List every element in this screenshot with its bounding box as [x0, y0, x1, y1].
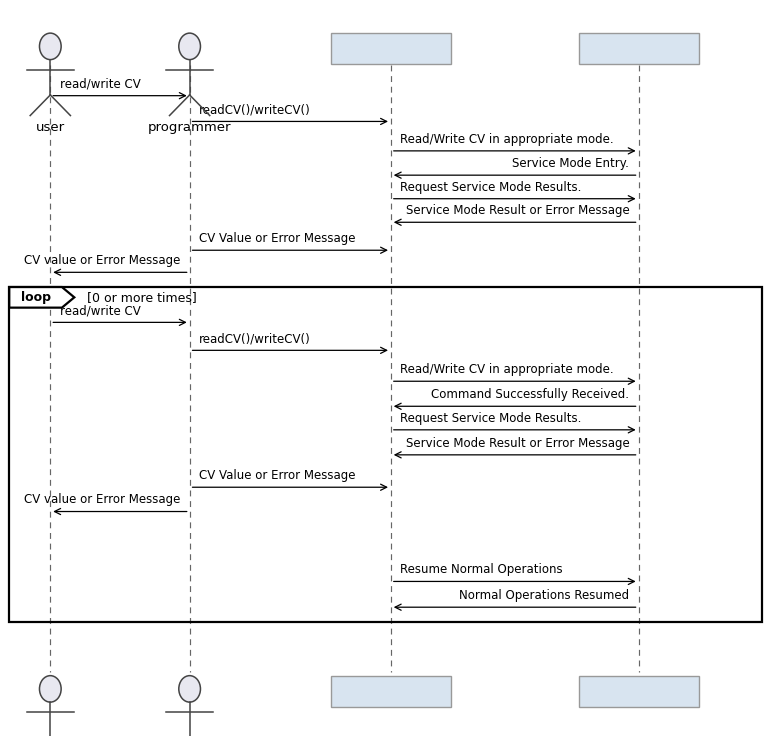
Text: CV value or Error Message: CV value or Error Message [24, 254, 180, 267]
Bar [578, 676, 698, 707]
Text: Read/Write CV in appropriate mode.: Read/Write CV in appropriate mode. [400, 363, 614, 376]
Text: Service Mode Entry.: Service Mode Entry. [512, 157, 629, 170]
Text: readCV()/writeCV(): readCV()/writeCV() [199, 332, 310, 345]
Text: CommandStation: CommandStation [580, 42, 697, 55]
Text: CV value or Error Message: CV value or Error Message [24, 493, 180, 506]
Text: read/write CV: read/write CV [60, 77, 140, 91]
Text: Service Mode Result or Error Message: Service Mode Result or Error Message [406, 436, 629, 450]
Text: programmer: programmer [148, 121, 231, 135]
Ellipse shape [179, 33, 200, 60]
Polygon shape [9, 287, 74, 308]
Ellipse shape [39, 33, 61, 60]
Ellipse shape [179, 676, 200, 702]
Text: readCV()/writeCV(): readCV()/writeCV() [199, 103, 310, 116]
Text: read/write CV: read/write CV [60, 304, 140, 317]
Text: Request Service Mode Results.: Request Service Mode Results. [400, 180, 581, 194]
Text: Command Successfully Received.: Command Successfully Received. [431, 388, 629, 401]
Bar [331, 676, 450, 707]
Text: CV Value or Error Message: CV Value or Error Message [199, 469, 355, 482]
Bar [578, 33, 698, 64]
Text: CommandStation: CommandStation [580, 684, 697, 698]
Bar [331, 33, 450, 64]
Text: XNetProgrammer: XNetProgrammer [334, 684, 448, 698]
Text: XNetProgrammer: XNetProgrammer [334, 42, 448, 55]
Bar [9, 287, 762, 622]
Text: Service Mode Result or Error Message: Service Mode Result or Error Message [406, 204, 629, 217]
Text: Resume Normal Operations: Resume Normal Operations [400, 563, 563, 576]
Text: CV Value or Error Message: CV Value or Error Message [199, 232, 355, 245]
Text: Read/Write CV in appropriate mode.: Read/Write CV in appropriate mode. [400, 132, 614, 146]
Text: Normal Operations Resumed: Normal Operations Resumed [459, 589, 629, 602]
Text: loop: loop [21, 291, 50, 304]
Text: Request Service Mode Results.: Request Service Mode Results. [400, 411, 581, 425]
Ellipse shape [39, 676, 61, 702]
Text: user: user [36, 121, 65, 135]
Text: [0 or more times]: [0 or more times] [79, 291, 197, 304]
